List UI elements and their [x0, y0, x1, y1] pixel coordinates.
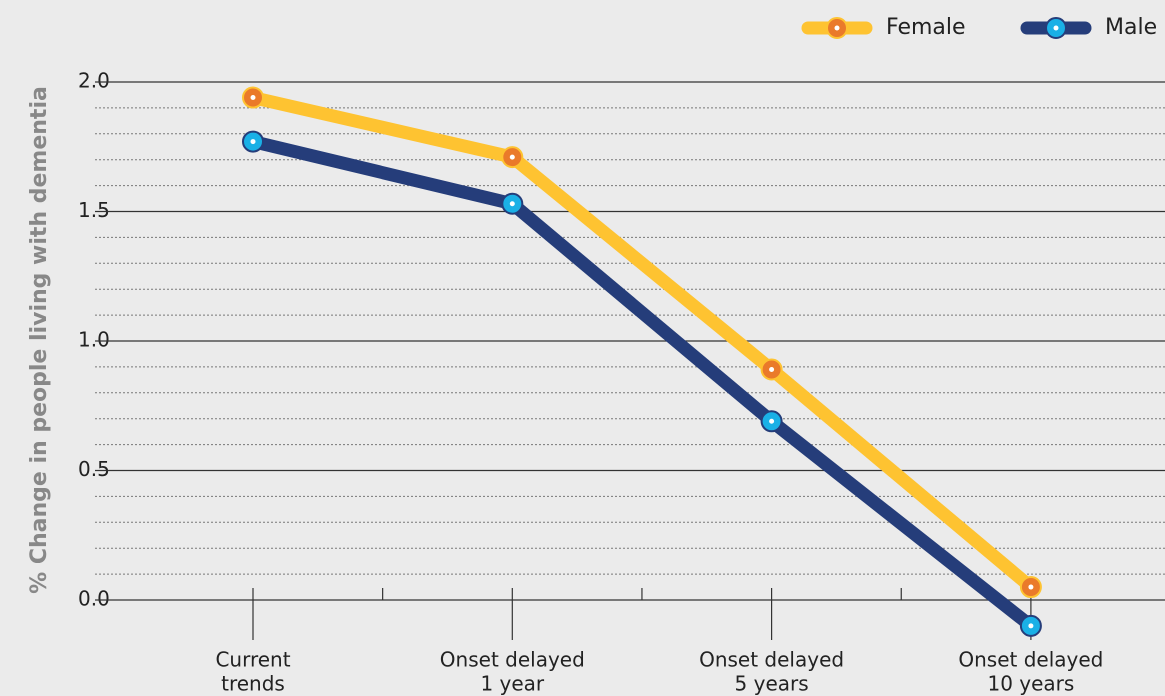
y-tick-label: 1.5 — [78, 198, 110, 222]
y-axis-label: % Change in people living with dementia — [27, 86, 52, 594]
x-tick-label: 10 years — [987, 672, 1074, 696]
x-tick-label: Onset delayed — [958, 648, 1103, 672]
marker-dot — [769, 366, 775, 372]
series-line — [251, 91, 1036, 593]
marker-dot — [250, 95, 256, 101]
marker-dot — [1028, 623, 1034, 629]
marker-dot — [1028, 584, 1034, 590]
x-tick-label: Onset delayed — [699, 648, 844, 672]
x-tick-label: Onset delayed — [440, 648, 585, 672]
legend-label: Female — [886, 15, 966, 40]
x-tick-label: 5 years — [735, 672, 809, 696]
legend-label: Male — [1105, 15, 1157, 40]
marker-dot — [509, 201, 515, 207]
series-line — [251, 135, 1035, 632]
marker-dot — [509, 154, 515, 160]
marker-dot — [250, 139, 256, 145]
y-tick-label: 0.0 — [78, 587, 110, 611]
y-tick-label: 1.0 — [78, 328, 110, 352]
x-tick-label: 1 year — [480, 672, 544, 696]
x-tick-label: Current — [215, 648, 290, 672]
legend-marker-dot — [1053, 25, 1059, 31]
x-tick-label: trends — [221, 672, 285, 696]
legend-marker-dot — [834, 25, 840, 31]
y-tick-label: 0.5 — [78, 457, 110, 481]
y-tick-label: 2.0 — [78, 69, 110, 93]
marker-dot — [769, 418, 775, 424]
